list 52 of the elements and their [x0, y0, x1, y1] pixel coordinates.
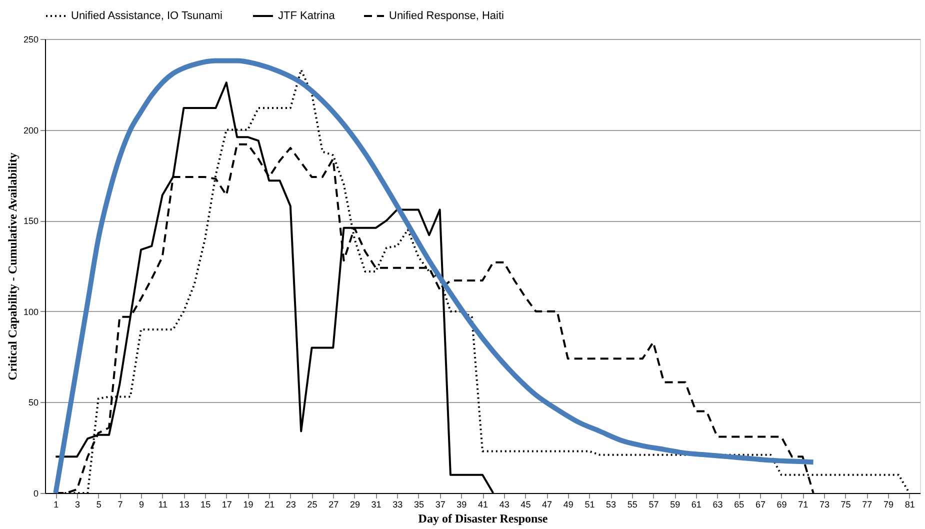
- x-tick-label: 59: [670, 500, 680, 510]
- x-tick-label: 13: [179, 500, 190, 510]
- legend-label: Unified Assistance, IO Tsunami: [71, 10, 222, 22]
- x-tick-label: 29: [350, 500, 360, 510]
- x-tick-label: 65: [734, 500, 744, 510]
- y-tick-label: 50: [28, 398, 38, 408]
- y-tick-label: 250: [23, 34, 38, 44]
- y-axis-title: Critical Capability - Cumulative Availability: [5, 152, 20, 380]
- x-tick-label: 33: [392, 500, 403, 510]
- x-tick-label: 9: [139, 500, 144, 510]
- x-tick-label: 3: [75, 500, 80, 510]
- x-tick-label: 57: [648, 500, 659, 510]
- x-tick-label: 11: [158, 500, 168, 510]
- x-tick-label: 69: [776, 500, 787, 510]
- x-tick-label: 15: [200, 500, 211, 510]
- x-tick-label: 47: [542, 500, 552, 510]
- x-tick-label: 1: [54, 500, 59, 510]
- x-tick-label: 51: [584, 500, 595, 510]
- x-tick-label: 21: [264, 500, 275, 510]
- x-tick-label: 81: [904, 500, 915, 510]
- x-tick-label: 55: [627, 500, 638, 510]
- x-tick-label: 25: [307, 500, 318, 510]
- x-tick-label: 37: [435, 500, 446, 510]
- x-tick-label: 79: [883, 500, 894, 510]
- x-tick-label: 77: [862, 500, 872, 510]
- x-tick-label: 63: [712, 500, 723, 510]
- x-axis-title: Day of Disaster Response: [418, 512, 548, 526]
- x-tick-label: 75: [840, 500, 851, 510]
- x-tick-label: 7: [118, 500, 123, 510]
- x-tick-label: 71: [798, 500, 808, 510]
- x-tick-label: 73: [819, 500, 830, 510]
- x-tick-label: 27: [328, 500, 339, 510]
- x-tick-label: 23: [286, 500, 296, 510]
- x-tick-label: 31: [371, 500, 382, 510]
- legend-label: Unified Response, Haiti: [389, 10, 504, 22]
- x-tick-label: 61: [691, 500, 702, 510]
- y-tick-label: 150: [23, 216, 38, 226]
- x-tick-label: 67: [755, 500, 766, 510]
- y-tick-label: 0: [33, 488, 38, 498]
- x-tick-label: 39: [456, 500, 467, 510]
- x-tick-label: 43: [499, 500, 510, 510]
- x-tick-label: 17: [222, 500, 232, 510]
- x-tick-label: 45: [520, 500, 531, 510]
- x-tick-label: 41: [478, 500, 488, 510]
- legend-label: JTF Katrina: [278, 10, 336, 22]
- x-tick-label: 5: [96, 500, 102, 510]
- x-tick-label: 35: [414, 500, 424, 510]
- y-tick-label: 200: [23, 125, 38, 136]
- x-tick-label: 19: [243, 500, 254, 510]
- y-tick-label: 100: [23, 306, 38, 317]
- x-tick-label: 53: [606, 500, 616, 510]
- x-tick-label: 49: [563, 500, 574, 510]
